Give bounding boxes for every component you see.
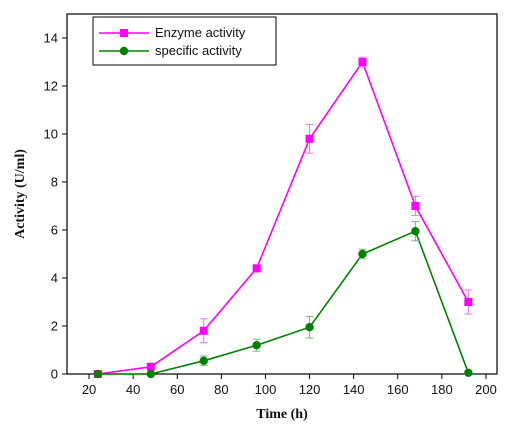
legend-enzyme-label: Enzyme activity [155, 25, 246, 40]
y-tick-label: 4 [51, 271, 58, 286]
x-tick-label: 160 [387, 382, 409, 397]
data-point [252, 341, 261, 350]
y-axis-title: Activity (U/ml) [13, 149, 28, 239]
series-layer [93, 56, 473, 379]
y-tick-label: 12 [44, 79, 58, 94]
data-point [464, 298, 473, 306]
data-point [464, 368, 473, 377]
x-tick-label: 80 [214, 382, 228, 397]
series-line [97, 60, 470, 375]
x-tick-label: 40 [126, 382, 140, 397]
x-tick-label: 140 [343, 382, 365, 397]
data-point [199, 326, 208, 335]
data-point [411, 227, 420, 236]
data-point [93, 369, 103, 379]
x-tick-label: 200 [475, 382, 497, 397]
y-tick-label: 6 [51, 223, 58, 238]
data-point [358, 249, 367, 259]
series-specific-activity [93, 221, 473, 379]
data-point [146, 369, 155, 379]
x-tick-label: 60 [170, 382, 184, 397]
series-line [97, 230, 470, 375]
data-point [146, 362, 155, 371]
data-point [358, 58, 367, 66]
data-point [305, 134, 314, 143]
series-enzyme-activity [93, 56, 473, 378]
legend: Enzyme activity specific activity [92, 16, 277, 66]
plot-frame [66, 13, 498, 375]
y-tick-label: 14 [44, 31, 58, 46]
y-tick-label: 2 [51, 319, 58, 334]
y-tick-label: 8 [51, 175, 58, 190]
data-point [199, 356, 208, 365]
y-tick-label: 10 [44, 127, 58, 142]
x-tick-label: 20 [82, 382, 96, 397]
data-point [305, 323, 314, 332]
legend-specific-label: specific activity [155, 43, 242, 58]
legend-specific-marker [119, 46, 129, 56]
data-point [252, 264, 261, 273]
legend-enzyme-marker [120, 29, 128, 37]
data-point [411, 202, 420, 210]
x-axis-title: Time (h) [256, 407, 308, 422]
x-tick-label: 100 [255, 382, 277, 397]
x-tick-label: 120 [299, 382, 321, 397]
x-tick-label: 180 [431, 382, 453, 397]
y-tick-label: 0 [51, 367, 58, 382]
legend-box [92, 16, 277, 66]
axis-ticks: 20 40 60 80 100 120 140 160 180 200 0 2 4 6 8 10 12 14 [44, 31, 497, 398]
